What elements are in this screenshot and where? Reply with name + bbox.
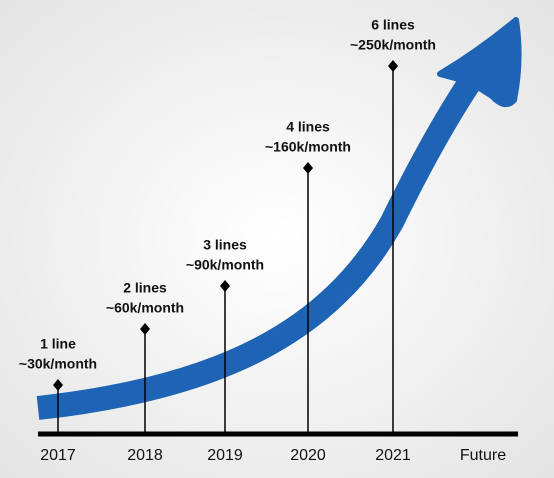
year-label: 2021 — [375, 447, 411, 464]
diamond — [303, 162, 313, 174]
rate-label: ~250k/month — [350, 37, 436, 53]
diamond — [140, 323, 150, 335]
future-label: Future — [460, 447, 506, 464]
arrow-head — [437, 17, 522, 108]
year-label: 2018 — [127, 447, 163, 464]
lines-label: 6 lines — [371, 17, 415, 33]
growth-arrow — [36, 75, 481, 420]
year-label: 2019 — [207, 447, 243, 464]
diamond — [53, 379, 63, 391]
lines-label: 2 lines — [123, 280, 167, 296]
rate-label: ~160k/month — [265, 139, 351, 155]
year-label: 2017 — [40, 447, 76, 464]
lines-label: 4 lines — [286, 119, 330, 135]
diamond — [220, 280, 230, 292]
lines-label: 1 line — [40, 336, 76, 352]
lines-label: 3 lines — [203, 237, 247, 253]
rate-label: ~60k/month — [106, 300, 184, 316]
rate-label: ~30k/month — [19, 356, 97, 372]
year-label: 2020 — [290, 447, 326, 464]
diamond — [388, 60, 398, 72]
rate-label: ~90k/month — [186, 257, 264, 273]
